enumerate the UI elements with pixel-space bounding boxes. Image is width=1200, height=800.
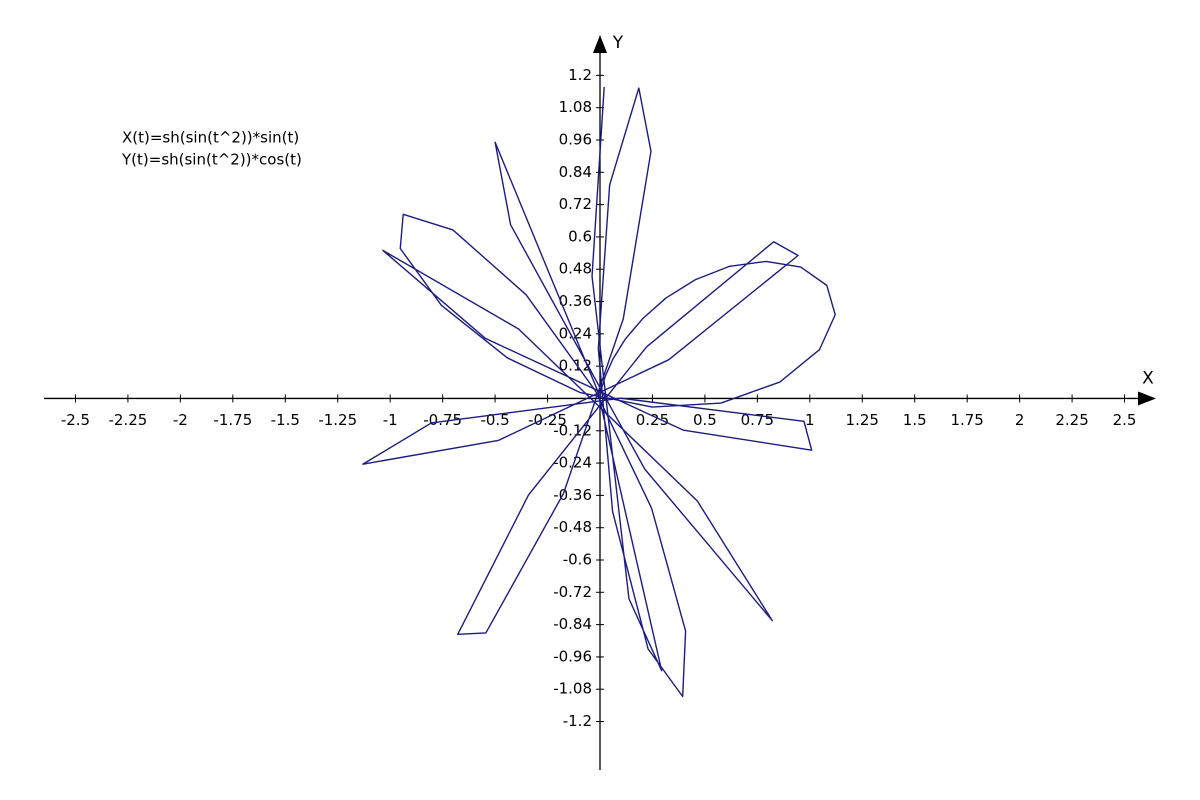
x-tick-label: 0.75 <box>741 411 774 429</box>
y-tick-label: -0.84 <box>553 615 592 633</box>
annotation: X(t)=sh(sin(t^2))*sin(t) <box>122 129 299 147</box>
y-tick-label: -0.6 <box>563 551 592 569</box>
x-tick-label: 1.5 <box>903 411 927 429</box>
y-tick-label: 0.96 <box>559 131 592 149</box>
y-tick-label: 0.72 <box>559 195 592 213</box>
x-tick-label: -1.75 <box>213 411 252 429</box>
x-tick-label: 0.5 <box>693 411 717 429</box>
y-tick-label: 0.6 <box>568 227 592 245</box>
annotation: Y(t)=sh(sin(t^2))*cos(t) <box>121 151 302 169</box>
y-tick-label: -1.08 <box>553 680 592 698</box>
y-tick-label: -0.48 <box>553 518 592 536</box>
x-tick-label: 1 <box>805 411 815 429</box>
x-tick-label: 1.75 <box>950 411 983 429</box>
y-tick-label: 0.24 <box>559 324 592 342</box>
x-tick-label: -1 <box>383 411 398 429</box>
y-tick-label: 1.2 <box>568 66 592 84</box>
x-tick-label: -0.75 <box>423 411 462 429</box>
curve <box>362 86 836 698</box>
x-tick-label: -2 <box>173 411 188 429</box>
x-tick-label: 2.25 <box>1055 411 1088 429</box>
x-tick-label: -1.25 <box>318 411 357 429</box>
x-axis-label: X <box>1142 368 1154 388</box>
y-tick-label: -0.96 <box>553 647 592 665</box>
y-tick-label: 0.84 <box>559 163 592 181</box>
y-tick-label: -0.24 <box>553 454 592 472</box>
y-tick-label: -0.36 <box>553 486 592 504</box>
y-tick-label: -1.2 <box>563 712 592 730</box>
y-tick-label: -0.72 <box>553 583 592 601</box>
y-tick-label: 0.36 <box>559 292 592 310</box>
x-tick-label: -2.25 <box>109 411 148 429</box>
y-tick-label: 0.48 <box>559 260 592 278</box>
y-axis-label: Y <box>612 33 624 53</box>
x-tick-label: 2.5 <box>1113 411 1137 429</box>
y-tick-label: 1.08 <box>559 98 592 116</box>
x-tick-label: -1.5 <box>271 411 300 429</box>
x-tick-label: 1.25 <box>846 411 879 429</box>
y-tick-label: 0.12 <box>559 357 592 375</box>
y-tick-label: -0.12 <box>553 421 592 439</box>
x-tick-label: 0.25 <box>636 411 669 429</box>
x-axis-arrow <box>1138 391 1156 406</box>
x-tick-label: -2.5 <box>61 411 90 429</box>
x-tick-label: -0.25 <box>528 411 567 429</box>
y-axis-arrow <box>593 35 607 53</box>
x-tick-label: 2 <box>1015 411 1025 429</box>
